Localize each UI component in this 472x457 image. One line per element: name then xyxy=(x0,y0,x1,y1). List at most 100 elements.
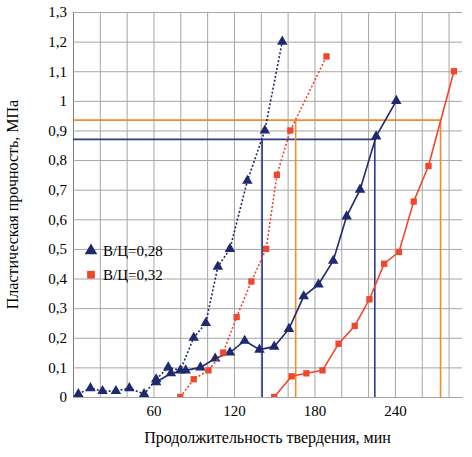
tick-label: 1,1 xyxy=(48,64,67,80)
grid-line xyxy=(73,219,462,220)
series-line xyxy=(156,101,396,382)
grid-line xyxy=(73,397,462,398)
data-point xyxy=(269,341,280,350)
tick: 240 xyxy=(384,12,407,419)
grid-line xyxy=(422,12,423,397)
tick-label: 0,6 xyxy=(48,212,67,228)
data-point xyxy=(323,53,329,59)
series-line xyxy=(78,42,282,394)
legend-label: В/Ц=0,32 xyxy=(103,267,163,283)
tick-label: 0,5 xyxy=(48,241,67,257)
tick: 180 xyxy=(304,12,327,419)
data-point xyxy=(288,373,294,379)
grid-line xyxy=(180,12,181,397)
data-point xyxy=(124,382,135,391)
tick-label: 120 xyxy=(223,403,246,419)
tick-label: 0,9 xyxy=(48,123,67,139)
grid-line xyxy=(234,12,235,397)
data-point xyxy=(341,210,352,219)
tick-label: 0,2 xyxy=(48,330,67,346)
tick: 0,1 xyxy=(48,360,462,376)
grid-line xyxy=(73,308,462,309)
tick: 1,2 xyxy=(48,34,462,50)
tick-label: 60 xyxy=(146,403,161,419)
grid-line xyxy=(73,101,462,102)
tick: 0 xyxy=(60,389,463,405)
grid-line xyxy=(73,12,462,13)
data-point xyxy=(352,323,358,329)
tick: 0,6 xyxy=(48,212,462,228)
data-point xyxy=(366,296,372,302)
y-axis-title: Пластическая прочность, МПа xyxy=(4,100,22,309)
grid-line xyxy=(207,12,208,397)
tick: 1,1 xyxy=(48,64,462,80)
y-axis: 00,10,20,30,40,50,60,70,80,911,11,21,3 xyxy=(48,4,462,405)
tick-label: 0,8 xyxy=(48,152,67,168)
tick xyxy=(207,12,208,397)
grid-line xyxy=(73,190,462,191)
data-point xyxy=(277,36,288,45)
data-point xyxy=(319,367,325,373)
grid-line xyxy=(153,12,154,397)
axis-line xyxy=(73,13,74,398)
data-point xyxy=(213,261,224,270)
data-point xyxy=(151,376,162,385)
data-point xyxy=(303,370,309,376)
grid-line xyxy=(73,160,462,161)
tick-label: 0 xyxy=(60,389,68,405)
tick: 1 xyxy=(60,93,463,109)
data-point xyxy=(260,124,271,133)
data-point xyxy=(85,382,96,391)
data-point xyxy=(111,385,122,394)
grid-line xyxy=(73,71,462,72)
grid-line xyxy=(288,12,289,397)
axis-line xyxy=(74,397,463,398)
tick xyxy=(449,12,450,397)
tick-label: 0,7 xyxy=(48,182,67,198)
tick xyxy=(100,12,101,397)
legend: В/Ц=0,28 В/Ц=0,32 xyxy=(85,243,163,283)
data-point xyxy=(233,314,239,320)
tick: 120 xyxy=(223,12,246,419)
tick xyxy=(180,12,181,397)
x-axis-title: Продолжительность твердения, мин xyxy=(144,429,391,447)
tick-label: 240 xyxy=(384,403,407,419)
legend-marker xyxy=(85,243,98,254)
data-point xyxy=(201,317,212,326)
x-axis: 60 120 180 240 xyxy=(74,12,463,419)
data-point xyxy=(425,163,431,169)
data-point xyxy=(188,332,199,341)
data-point xyxy=(73,388,84,397)
data-point xyxy=(313,278,324,287)
reference-line xyxy=(440,120,442,397)
data-point xyxy=(274,172,280,178)
tick xyxy=(261,12,262,397)
data-point xyxy=(335,341,341,347)
grid-line xyxy=(449,12,450,397)
plot-area xyxy=(73,36,457,397)
data-point xyxy=(166,367,177,376)
tick: 1,3 xyxy=(48,4,462,20)
data-point xyxy=(191,376,197,382)
data-point xyxy=(248,278,254,284)
tick xyxy=(422,12,423,397)
tick-label: 1,3 xyxy=(48,4,67,20)
legend-label: В/Ц=0,28 xyxy=(103,243,163,259)
data-point xyxy=(195,361,206,370)
reference-line xyxy=(261,139,263,397)
data-point xyxy=(396,249,402,255)
tick-label: 0,3 xyxy=(48,300,67,316)
tick: 0,2 xyxy=(48,330,462,346)
grid-line xyxy=(73,42,462,43)
tick-label: 1,2 xyxy=(48,34,67,50)
data-point xyxy=(328,255,339,264)
tick-label: 180 xyxy=(304,403,327,419)
data-point xyxy=(239,335,250,344)
series-line xyxy=(180,56,326,397)
data-point xyxy=(287,127,293,133)
data-point xyxy=(242,175,253,184)
data-point xyxy=(381,261,387,267)
legend-item: В/Ц=0,32 xyxy=(87,267,163,283)
grid-line xyxy=(73,338,462,339)
tick: 0,9 xyxy=(48,123,462,139)
